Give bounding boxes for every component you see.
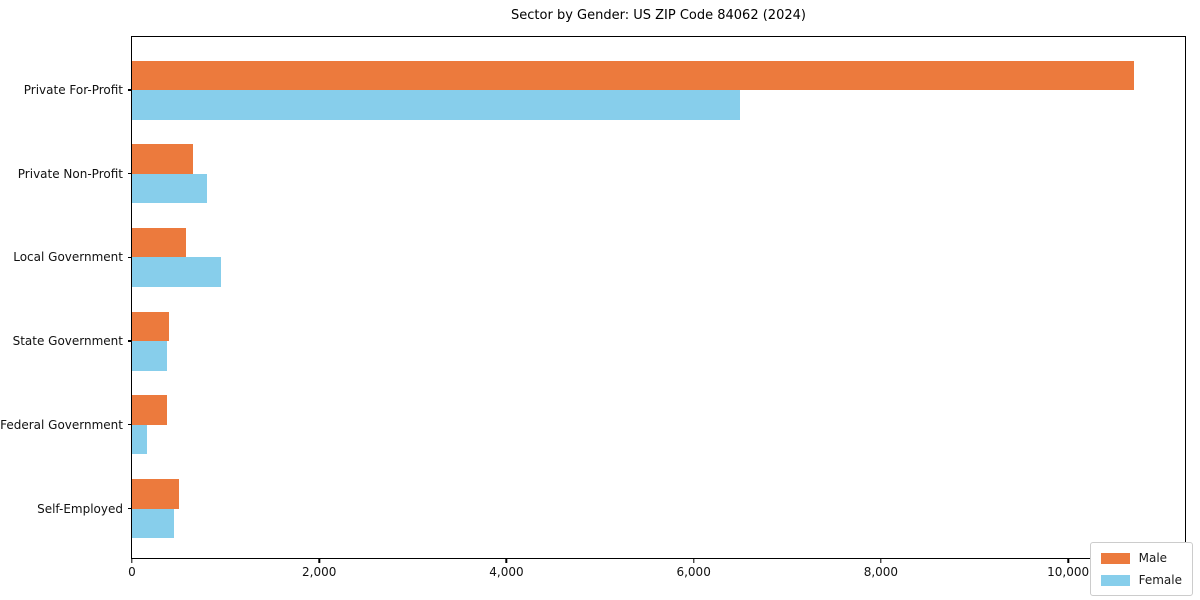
x-tick-8000 — [880, 558, 882, 563]
bar-male-self-employed — [132, 479, 179, 509]
bar-male-private-for-profit — [132, 60, 1134, 90]
y-tick-local-government — [128, 256, 132, 259]
x-tick-label-0: 0 — [128, 565, 136, 579]
y-tick-federal-government — [128, 424, 132, 426]
legend-item-male: Male — [1100, 551, 1182, 565]
bar-male-local-government — [132, 227, 187, 258]
x-tick-label-10000: 10,000 — [1047, 565, 1090, 579]
x-tick-4000 — [505, 558, 508, 563]
bar-female-private-non-profit — [132, 173, 207, 204]
x-tick-label-4000: 4,000 — [489, 565, 524, 579]
x-tick-label-6000: 6,000 — [676, 565, 711, 579]
legend-label-male: Male — [1138, 551, 1168, 565]
y-tick-self-employed — [128, 507, 132, 510]
plot-area: Private For-Profit Private Non-Profit Loca… — [0, 36, 1186, 579]
bar-female-local-government — [132, 257, 221, 287]
bar-male-state-government — [132, 311, 169, 342]
x-tick-2000 — [318, 558, 320, 563]
y-tick-state-government — [128, 340, 132, 342]
x-tick-label-8000: 8,000 — [863, 565, 899, 579]
y-label-self-employed: Self-Employed — [37, 501, 123, 516]
y-label-local-government: Local Government — [13, 250, 123, 265]
y-label-federal-government: Federal Government — [0, 417, 123, 432]
male-color-swatch — [1100, 552, 1130, 564]
y-label-private-for-profit: Private For-Profit — [23, 83, 123, 97]
female-color-swatch — [1100, 574, 1130, 586]
x-tick-10000 — [1067, 558, 1069, 563]
y-tick-private-for-profit — [128, 89, 132, 91]
y-tick-private-non-profit — [128, 173, 132, 175]
bar-male-federal-government — [132, 395, 167, 425]
legend-item-female: Female — [1100, 573, 1182, 587]
legend-label-female: Female — [1138, 573, 1182, 587]
y-label-private-non-profit: Private Non-Profit — [17, 166, 123, 181]
bar-female-self-employed — [132, 508, 175, 538]
bar-male-private-non-profit — [132, 144, 193, 174]
bar-female-federal-government — [132, 424, 147, 455]
x-tick-label-2000: 2,000 — [302, 565, 337, 579]
bar-female-private-for-profit — [132, 90, 741, 120]
x-tick-0 — [131, 558, 133, 563]
bar-female-state-government — [132, 341, 167, 371]
legend: Male Female — [1089, 542, 1193, 596]
chart-title: Sector by Gender: US ZIP Code 84062 (202… — [511, 8, 806, 23]
x-tick-6000 — [692, 558, 695, 563]
y-label-state-government: State Government — [12, 334, 123, 349]
